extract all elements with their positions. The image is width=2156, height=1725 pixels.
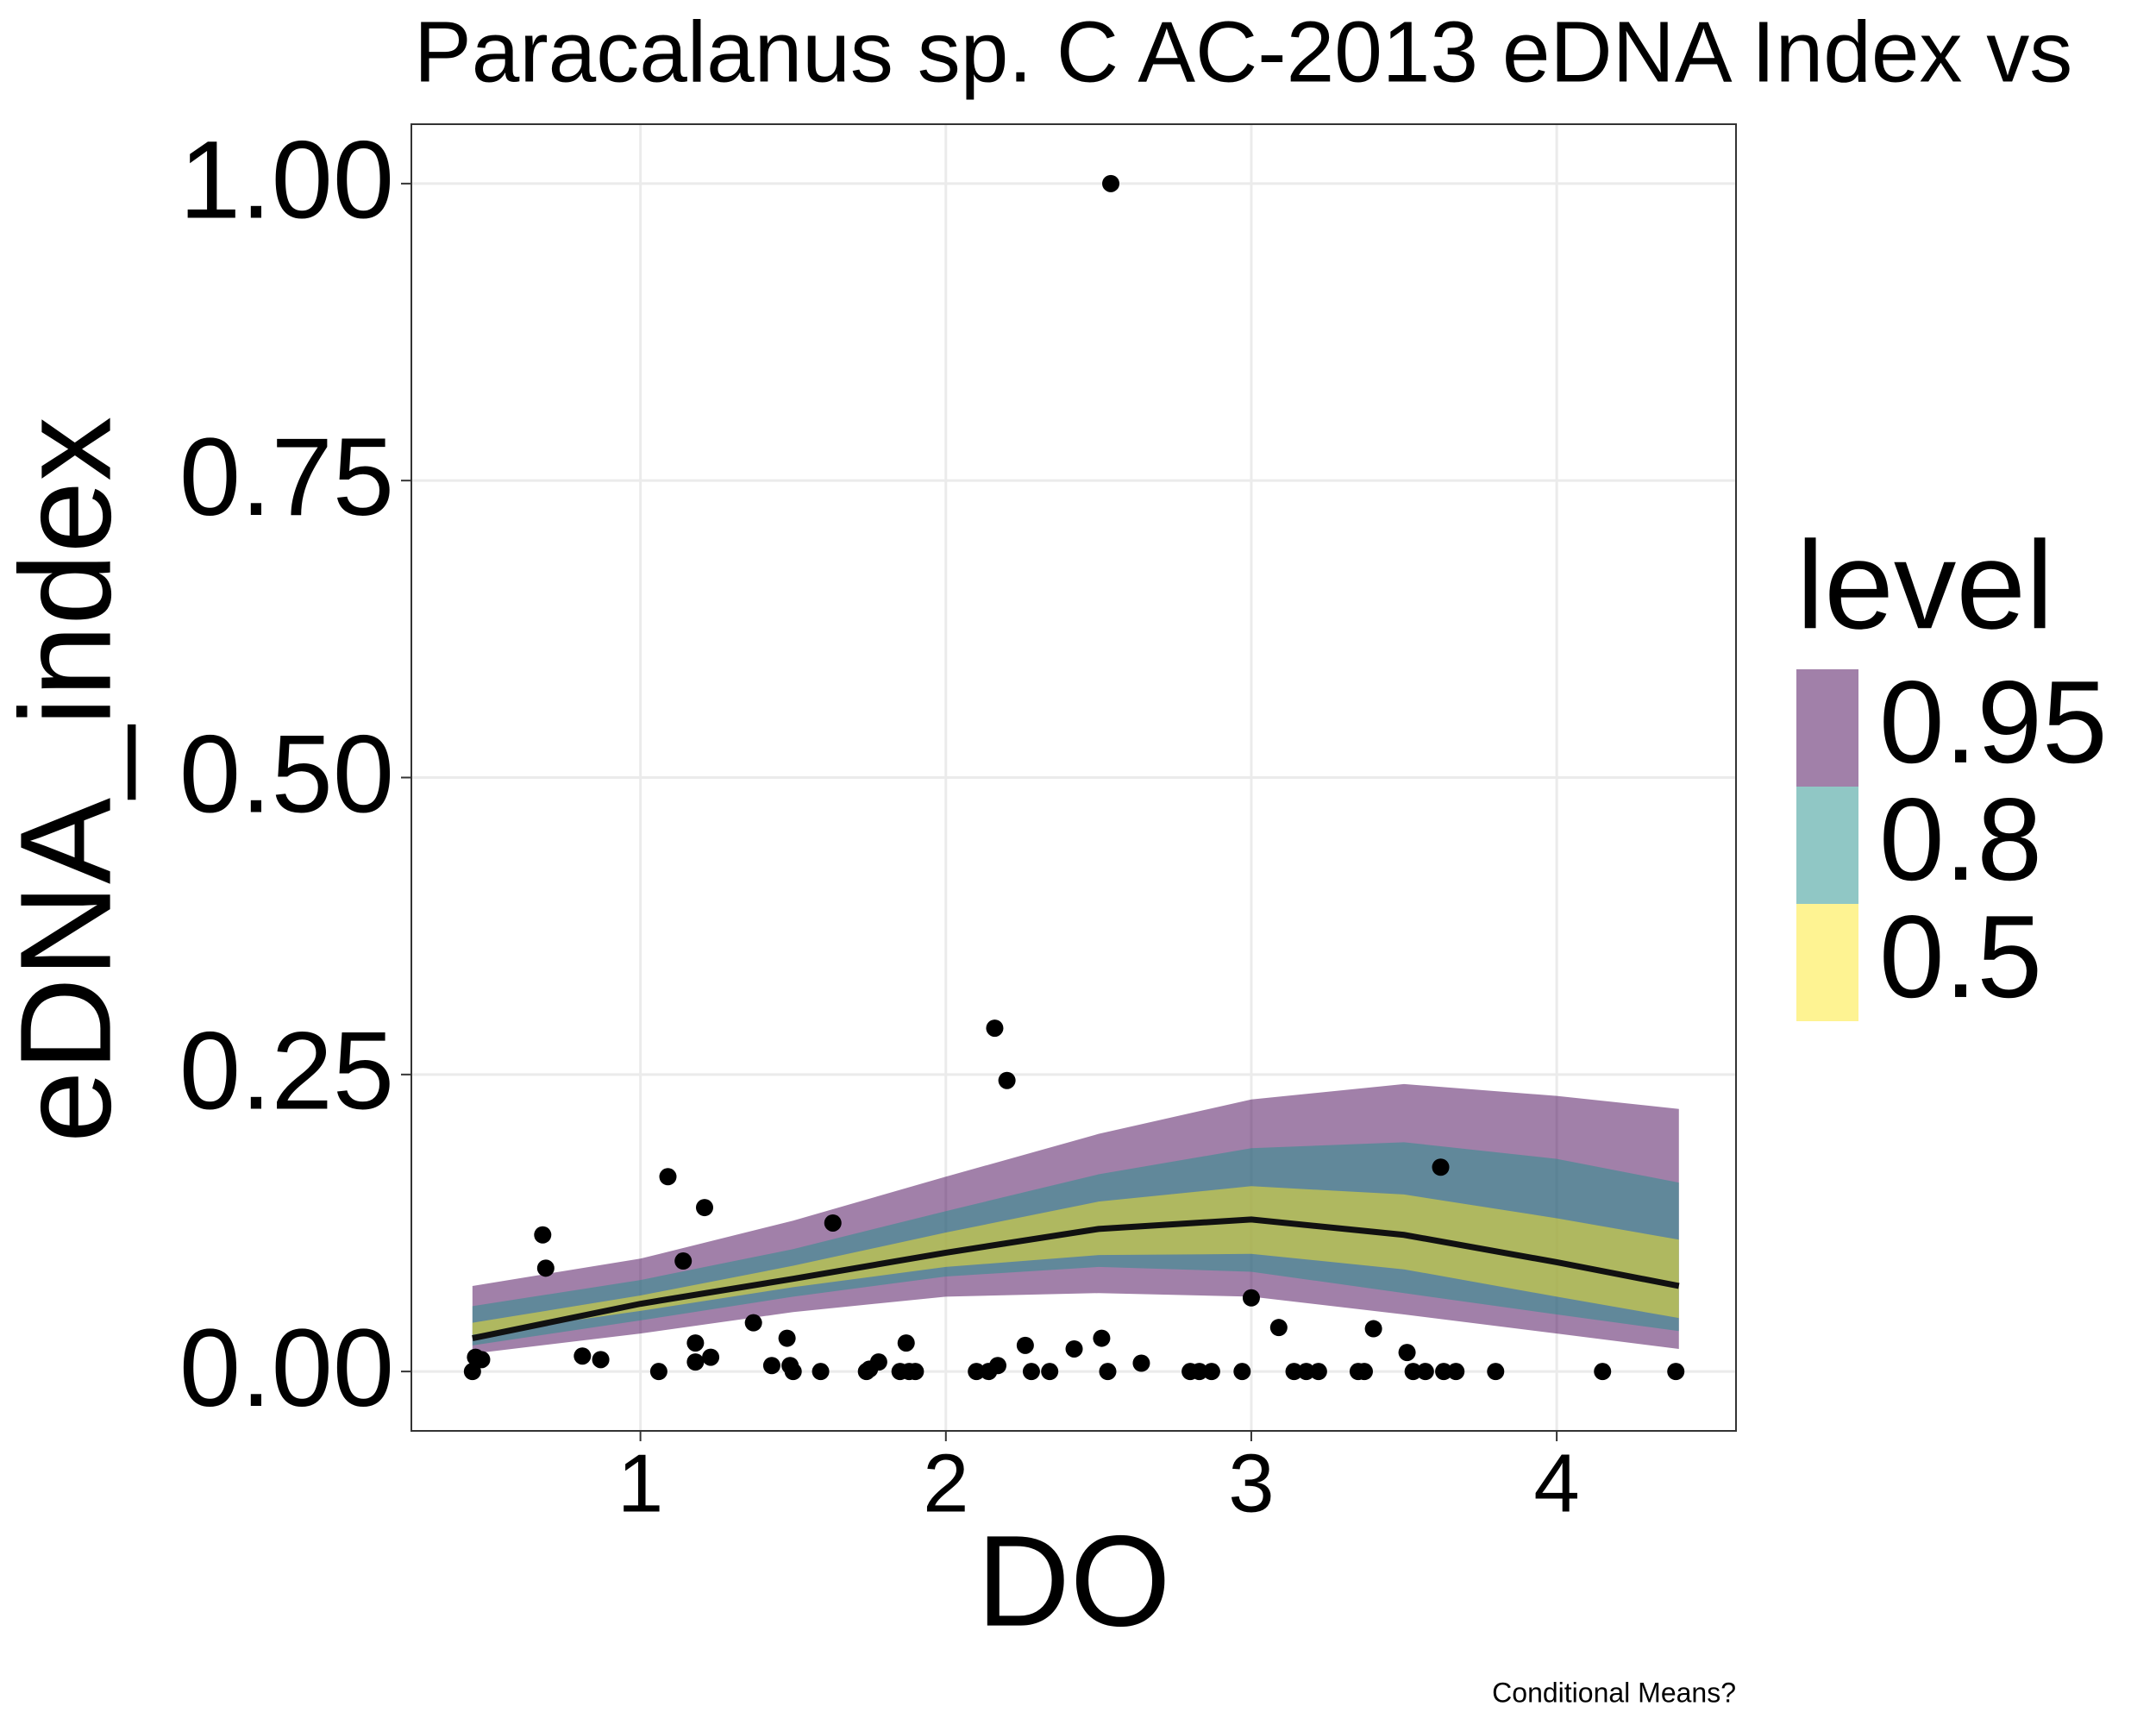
data-point: [702, 1348, 720, 1366]
y-tick-label: 0.00: [179, 1307, 394, 1430]
data-point: [1594, 1363, 1612, 1381]
data-point: [1102, 174, 1120, 192]
legend-title: level: [1796, 515, 2053, 655]
data-point: [1432, 1158, 1450, 1176]
x-axis-title: DO: [977, 1509, 1171, 1653]
data-point: [573, 1347, 592, 1365]
data-point: [1041, 1363, 1059, 1381]
data-point: [998, 1071, 1016, 1089]
x-tick-label: 4: [1533, 1437, 1579, 1529]
legend-label: 0.95: [1879, 656, 2108, 787]
data-point: [824, 1214, 842, 1232]
data-point: [1416, 1363, 1434, 1381]
data-point: [778, 1329, 796, 1347]
caption: Conditional Means?: [1492, 1677, 1736, 1708]
data-point: [592, 1351, 610, 1369]
confidence-band: [472, 1186, 1679, 1335]
data-point: [1016, 1336, 1034, 1354]
data-point: [686, 1334, 705, 1352]
data-point: [536, 1259, 555, 1277]
mean-line: [472, 1216, 1680, 1342]
data-point: [869, 1353, 887, 1371]
data-point: [1285, 1363, 1303, 1381]
data-point: [1297, 1363, 1315, 1381]
data-point: [1309, 1363, 1327, 1381]
data-point: [534, 1226, 552, 1244]
data-point: [988, 1357, 1006, 1375]
legend-label: 0.8: [1879, 774, 2042, 905]
x-tick-label: 2: [923, 1437, 968, 1529]
data-point: [1404, 1363, 1422, 1381]
data-point: [1435, 1363, 1453, 1381]
data-point: [1202, 1363, 1220, 1381]
data-point: [1667, 1363, 1685, 1381]
data-point: [659, 1168, 677, 1186]
x-tick-label: 1: [617, 1437, 663, 1529]
data-point: [1233, 1363, 1251, 1381]
data-point: [1099, 1363, 1117, 1381]
data-point: [1065, 1339, 1083, 1358]
data-point: [1269, 1319, 1288, 1337]
data-point: [686, 1353, 705, 1371]
data-point: [1447, 1363, 1465, 1381]
data-point: [473, 1351, 491, 1369]
data-point: [1242, 1289, 1260, 1307]
data-point: [968, 1363, 986, 1381]
data-point: [463, 1363, 481, 1381]
y-tick-label: 0.25: [179, 1010, 394, 1133]
data-point: [1487, 1363, 1505, 1381]
data-point: [812, 1363, 830, 1381]
data-point: [1364, 1320, 1382, 1338]
legend-key: [1796, 669, 1858, 787]
legend-key: [1796, 904, 1858, 1021]
data-point: [744, 1314, 762, 1332]
data-point: [1355, 1363, 1373, 1381]
legend-key: [1796, 787, 1858, 904]
data-point: [1190, 1363, 1208, 1381]
y-axis-title: eDNA_index: [0, 417, 138, 1143]
data-point: [784, 1363, 802, 1381]
chart-title: Paracalanus sp. C AC-2013 eDNA Index vs: [414, 3, 2072, 100]
data-point: [674, 1252, 693, 1270]
data-point: [1398, 1344, 1416, 1362]
y-tick-label: 1.00: [179, 119, 394, 242]
data-point: [649, 1363, 667, 1381]
data-point: [695, 1199, 713, 1217]
data-point: [1022, 1363, 1040, 1381]
data-point: [1132, 1354, 1150, 1372]
x-tick-label: 3: [1228, 1437, 1274, 1529]
y-tick-label: 0.50: [179, 712, 394, 836]
data-point: [897, 1334, 915, 1352]
data-point: [986, 1019, 1004, 1038]
data-point: [906, 1363, 924, 1381]
legend-label: 0.5: [1879, 891, 2042, 1022]
data-point: [762, 1357, 780, 1375]
data-point: [1093, 1329, 1111, 1347]
y-tick-label: 0.75: [179, 416, 394, 539]
